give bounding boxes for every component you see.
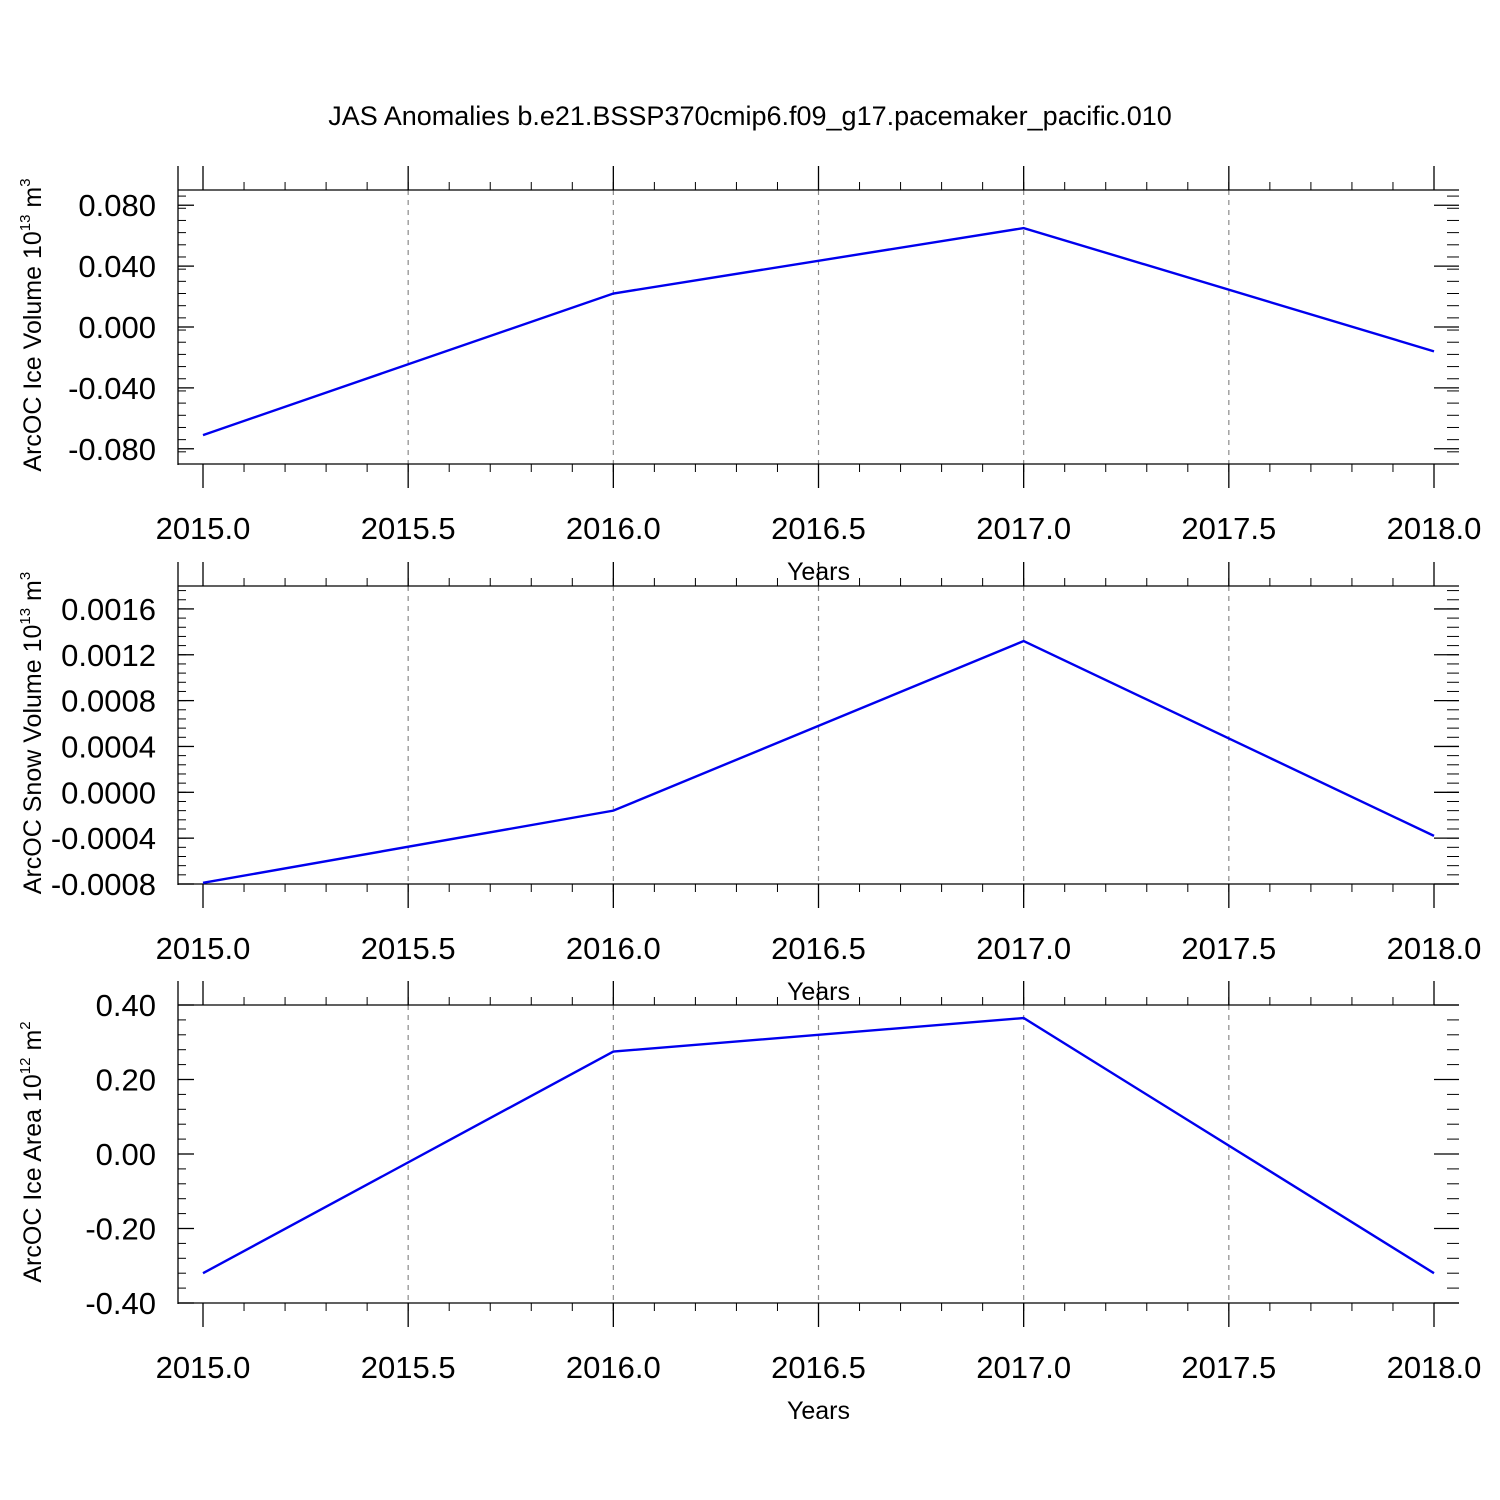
x-tick-label: 2017.5 (1181, 511, 1276, 546)
x-tick-label: 2016.5 (771, 1350, 866, 1385)
y-tick-label: 0.000 (78, 310, 156, 345)
x-tick-label: 2015.0 (156, 511, 251, 546)
x-tick-label: 2015.5 (361, 931, 456, 966)
y-tick-label: 0.0008 (61, 684, 156, 719)
y-axis-label: ArcOC Snow Volume 1013 m3 (17, 572, 47, 894)
y-tick-label: 0.0000 (61, 775, 156, 810)
x-tick-label: 2018.0 (1387, 931, 1482, 966)
y-tick-label: 0.0012 (61, 638, 156, 673)
x-tick-label: 2017.0 (976, 931, 1071, 966)
x-tick-label: 2016.0 (566, 931, 661, 966)
chart-panel-1: 0.080 0.040 0.000 -0.040 -0.080 2015.0 2015.5 2… (17, 166, 1481, 586)
x-tick-label: 2017.0 (976, 511, 1071, 546)
y-tick-label: -0.040 (68, 371, 156, 406)
y-tick-label: -0.0008 (51, 867, 156, 902)
x-tick-label: 2016.5 (771, 931, 866, 966)
y-tick-label: 0.40 (96, 988, 156, 1023)
series-line (202, 226, 1435, 437)
chart-panel-2: 0.0016 0.0012 0.0008 0.0004 0.0000 -0.0004 -0.… (17, 562, 1481, 1006)
y-tick-label: -0.0004 (51, 821, 156, 856)
y-tick-label: 0.0004 (61, 729, 156, 764)
y-tick-label: -0.20 (85, 1212, 156, 1247)
x-tick-label: 2017.5 (1181, 1350, 1276, 1385)
x-tick-label: 2015.5 (361, 511, 456, 546)
y-tick-label: 0.00 (96, 1137, 156, 1172)
x-tick-label: 2017.0 (976, 1350, 1071, 1385)
x-tick-label: 2016.0 (566, 1350, 661, 1385)
y-tick-label: 0.040 (78, 249, 156, 284)
y-tick-label: -0.080 (68, 432, 156, 467)
x-tick-label: 2015.5 (361, 1350, 456, 1385)
y-tick-label: 0.0016 (61, 592, 156, 627)
series-line (202, 639, 1435, 885)
x-axis-label: Years (787, 1397, 850, 1425)
x-tick-label: 2018.0 (1387, 511, 1482, 546)
y-tick-label: 0.20 (96, 1063, 156, 1098)
x-tick-label: 2016.0 (566, 511, 661, 546)
y-tick-label: 0.080 (78, 188, 156, 223)
x-tick-label: 2018.0 (1387, 1350, 1482, 1385)
x-tick-label: 2016.5 (771, 511, 866, 546)
x-tick-label: 2017.5 (1181, 931, 1276, 966)
y-axis-label: ArcOC Ice Volume 1013 m3 (17, 178, 47, 471)
series-line (202, 1016, 1435, 1275)
figure-title: JAS Anomalies b.e21.BSSP370cmip6.f09_g17… (328, 101, 1172, 131)
y-axis-label: ArcOC Ice Area 1012 m2 (17, 1021, 47, 1282)
x-tick-label: 2015.0 (156, 931, 251, 966)
y-tick-label: -0.40 (85, 1286, 156, 1321)
x-tick-label: 2015.0 (156, 1350, 251, 1385)
